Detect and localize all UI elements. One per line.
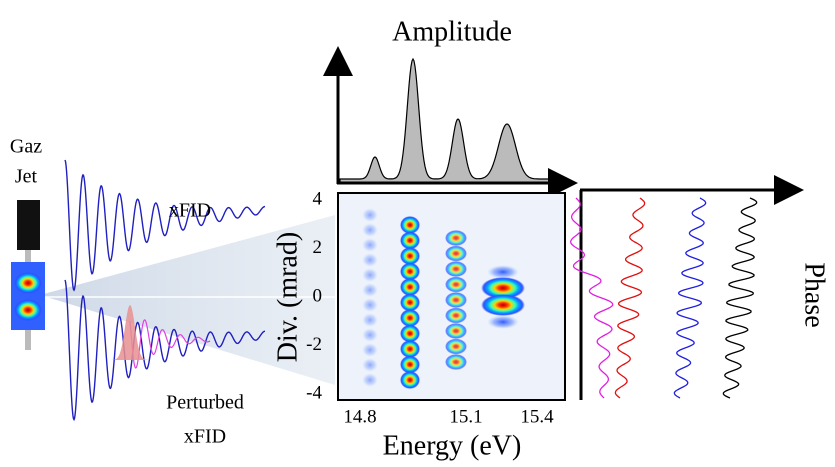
map-spot (400, 371, 420, 389)
map-spot (362, 238, 378, 252)
map-spot (445, 307, 467, 324)
map-spot (400, 293, 420, 312)
map-spot (487, 265, 519, 279)
phase-curve (673, 197, 707, 399)
perturbed-label: Perturbed (166, 392, 244, 414)
map-spot (445, 230, 467, 246)
map-spot (400, 262, 420, 281)
map-spot (362, 253, 378, 267)
map-spot (362, 328, 378, 342)
map-spot (445, 323, 467, 339)
map-spot (362, 343, 378, 357)
map-spot (487, 315, 519, 329)
y-tick-label: -2 (306, 334, 322, 355)
gas-lobe (14, 272, 42, 294)
map-spot (445, 276, 467, 293)
x-tick-label: 14.8 (343, 406, 376, 427)
map-spot (362, 283, 378, 297)
perturbation-pulse (110, 305, 150, 360)
gas-label: Gaz (10, 136, 42, 158)
map-spot (445, 261, 467, 277)
y-tick-label: 2 (313, 237, 323, 258)
map-spot (400, 247, 420, 265)
y-axis-label: Div. (mrad) (272, 232, 303, 362)
fid-wave (64, 159, 266, 292)
perturbed-label: xFID (184, 426, 226, 448)
map-spot (362, 298, 378, 312)
map-spot (362, 223, 378, 237)
y-tick-label: -4 (306, 382, 322, 403)
map-spot (481, 277, 525, 299)
perturbed-wave (129, 319, 211, 369)
map-spot (362, 268, 378, 282)
x-tick-label: 15.4 (520, 406, 554, 427)
map-spot (400, 216, 420, 234)
map-spot (362, 313, 378, 327)
phase-curve (570, 197, 614, 399)
x-axis-label: Energy (eV) (383, 430, 522, 461)
beam (40, 215, 335, 385)
phase-curve (614, 197, 646, 399)
map-spot (445, 354, 467, 370)
amplitude-title: Amplitude (392, 16, 512, 47)
map-spot (400, 309, 420, 327)
map-spot (400, 340, 420, 358)
y-tick-label: 0 (313, 285, 323, 306)
xfid-label: xFID (169, 200, 211, 222)
amplitude-spectrum (339, 57, 561, 184)
map-spot (400, 231, 420, 250)
map-spot (362, 358, 378, 372)
map-spot (445, 245, 467, 262)
map-spot (400, 324, 420, 343)
map-spot (400, 355, 420, 374)
fid-wave (64, 279, 265, 422)
map-spot (400, 278, 420, 296)
map-spot (445, 292, 467, 308)
phase-label: Phase (799, 262, 830, 327)
map-spot (362, 208, 378, 222)
phase-curve (722, 197, 758, 399)
gas-lobe (14, 299, 42, 321)
jet-label: Jet (15, 166, 38, 188)
map-spot (362, 373, 378, 387)
map-frame (337, 192, 566, 401)
map-spot (481, 294, 525, 316)
map-spot (445, 338, 467, 355)
x-tick-label: 15.1 (449, 406, 482, 427)
y-tick-label: 4 (313, 188, 323, 209)
nozzle (17, 200, 40, 250)
